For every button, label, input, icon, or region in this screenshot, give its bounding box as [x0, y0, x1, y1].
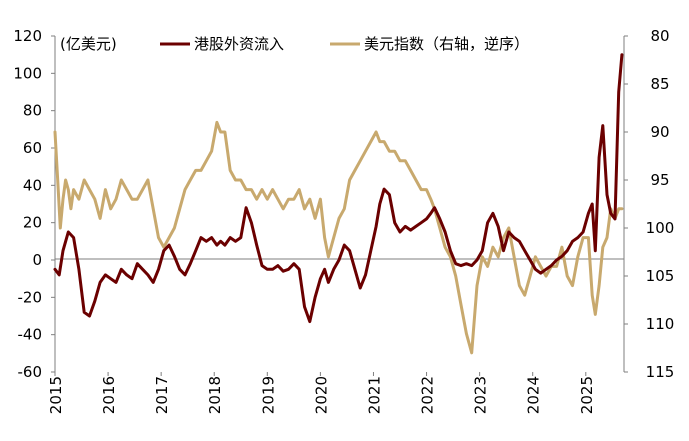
- left-tick-label: 0: [32, 251, 42, 269]
- left-tick-label: 60: [23, 139, 42, 157]
- x-tick-label: 2020: [312, 376, 330, 414]
- series-layer: [53, 53, 624, 355]
- x-tick-label: 2023: [472, 376, 490, 414]
- left-tick-label: 100: [13, 64, 42, 82]
- left-tick-label: 40: [23, 176, 42, 194]
- x-tick-label: 2016: [100, 376, 118, 414]
- right-tick-label: 110: [646, 315, 675, 333]
- x-tick-label: 2022: [419, 376, 437, 414]
- right-axis-ticks: 80 85 90 95 100 105 110 115: [624, 27, 674, 381]
- x-tick-label: 2019: [259, 376, 277, 414]
- legend-label-美元指数: 美元指数（右轴，逆序）: [364, 35, 529, 53]
- right-tick-label: 100: [646, 219, 675, 237]
- x-tick-label: 2021: [365, 376, 383, 414]
- unit-label: (亿美元): [60, 35, 117, 53]
- legend-label-港股外资流入: 港股外资流入: [194, 35, 284, 53]
- left-tick-label: -40: [18, 326, 43, 344]
- x-axis-ticks: 2015 2016 2017 2018 2019 2020 2021 2022 2023 2024…: [47, 372, 596, 414]
- series-line-美元指数（右轴，逆序）: [53, 120, 624, 355]
- left-tick-label: 120: [13, 27, 42, 45]
- left-tick-label: 80: [23, 102, 42, 120]
- right-tick-label: 85: [650, 75, 669, 93]
- left-axis-ticks: 120 100 80 60 40 20 0 -20 -40 -60: [13, 27, 55, 381]
- x-tick-label: 2018: [206, 376, 224, 414]
- right-tick-label: 80: [650, 27, 669, 45]
- x-tick-label: 2017: [153, 376, 171, 414]
- left-tick-label: -60: [18, 363, 43, 381]
- left-tick-label: -20: [18, 288, 43, 306]
- x-tick-label: 2025: [578, 376, 596, 414]
- right-tick-label: 115: [646, 363, 675, 381]
- right-tick-label: 90: [650, 123, 669, 141]
- x-tick-label: 2024: [525, 376, 543, 414]
- left-tick-label: 20: [23, 214, 42, 232]
- right-tick-label: 95: [650, 171, 669, 189]
- right-tick-label: 105: [646, 267, 675, 285]
- x-tick-label: 2015: [47, 376, 65, 414]
- series-line-港股外资流入: [53, 53, 624, 324]
